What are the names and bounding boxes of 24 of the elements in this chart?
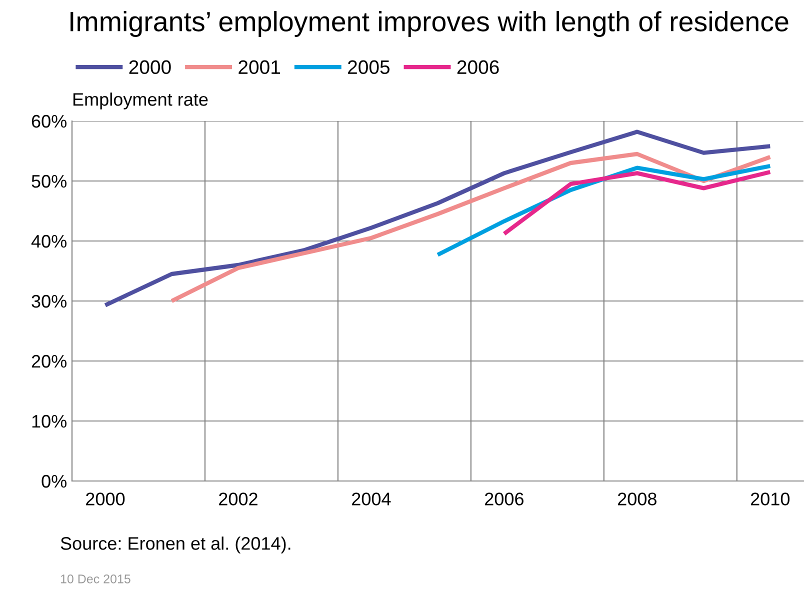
y-tick-label: 10% — [32, 414, 66, 428]
x-tick-label: 2008 — [618, 492, 656, 506]
y-tick-label: 20% — [32, 354, 66, 368]
legend-label: 2000 — [129, 60, 171, 74]
line-series — [502, 170, 772, 236]
x-tick-label: 2002 — [219, 492, 258, 506]
chart-title: Immigrants’ employment improves with length of residence — [70, 11, 788, 37]
y-tick-label: 40% — [31, 234, 66, 248]
x-tick-label: 2000 — [86, 492, 125, 506]
legend-label: 2006 — [457, 60, 499, 74]
x-tick-label: 2006 — [485, 492, 524, 506]
legend-label: 2001 — [238, 60, 280, 74]
x-tick-label: 2010 — [750, 492, 790, 506]
y-axis-title: Employment rate — [73, 92, 208, 110]
legend-label: 2005 — [348, 60, 390, 74]
line-series — [170, 152, 772, 304]
y-tick-label: 50% — [32, 174, 66, 188]
source-note: Source: Eronen et al. (2014). — [60, 536, 290, 554]
text: 10 Dec 2015 — [60, 574, 130, 584]
y-tick-label: 0% — [42, 474, 66, 488]
x-tick-label: 2004 — [352, 492, 391, 506]
line-series — [103, 130, 772, 308]
y-tick-label: 30% — [32, 294, 66, 308]
y-tick-label: 60% — [32, 114, 66, 128]
